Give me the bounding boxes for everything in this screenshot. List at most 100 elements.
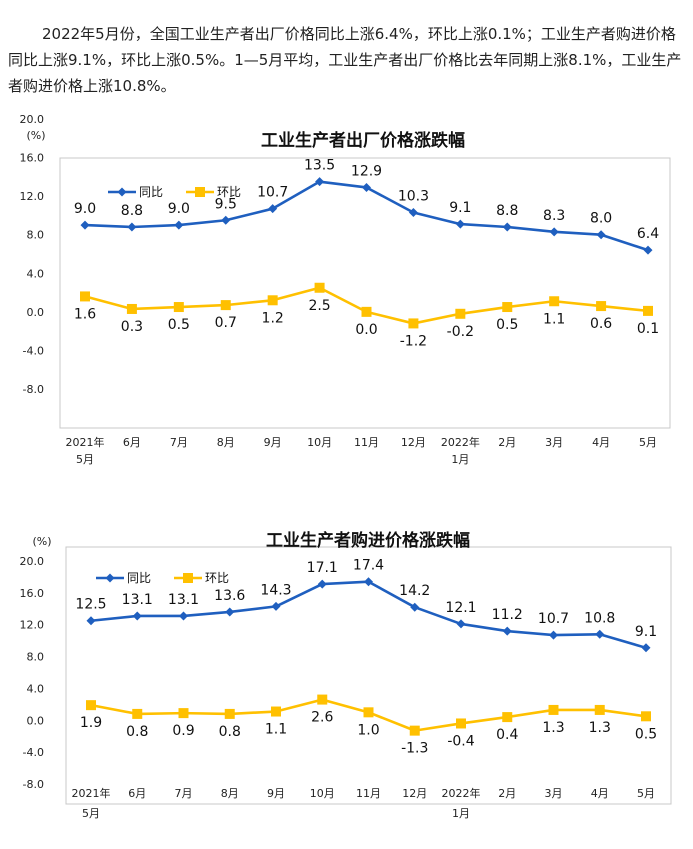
data-point-mom (409, 725, 420, 736)
data-label-mom: 1.1 (265, 722, 287, 738)
chart-purchase-price-svg: 工业生产者购进价格涨跌幅 (%) 20.0 16.0 12.0 8.0 4.0 0.0 -4.0… (20, 530, 672, 820)
data-label-mom: 0.7 (215, 315, 237, 331)
data-point-mom (314, 282, 325, 293)
data-point-mom (317, 694, 328, 705)
y-axis-unit: (%) (32, 535, 51, 548)
data-label-yoy: 12.5 (75, 597, 106, 613)
data-point-yoy (596, 230, 606, 240)
data-label-yoy: 10.8 (584, 610, 615, 626)
data-point-mom (594, 704, 605, 715)
legend-marker-mom (183, 573, 193, 583)
data-point-yoy (456, 619, 466, 629)
data-point-yoy (268, 204, 278, 214)
data-point-yoy (221, 215, 231, 225)
data-label-mom: -0.2 (447, 324, 474, 340)
x-tick-label: 4月 (591, 787, 609, 800)
data-point-mom (80, 291, 90, 302)
x-tick-label: 11月 (356, 787, 381, 800)
x-tick-label: 3月 (545, 436, 563, 449)
data-label-mom: 0.5 (635, 726, 657, 742)
y-tick-label: -4.0 (23, 746, 44, 759)
data-point-mom (548, 704, 559, 715)
x-tick-label: 12月 (402, 787, 427, 800)
data-label-mom: 2.5 (308, 298, 330, 314)
data-label-yoy: 10.3 (398, 189, 429, 205)
x-tick-label: 3月 (545, 787, 563, 800)
x-tick-label: 5月 (637, 787, 655, 800)
data-label-yoy: 9.0 (168, 201, 190, 217)
y-tick-label: -8.0 (23, 778, 44, 791)
data-label-mom: 1.2 (262, 310, 284, 326)
data-label-yoy: 9.5 (215, 196, 237, 212)
plot-area (65, 546, 672, 805)
data-point-mom (363, 707, 374, 718)
data-label-yoy: 8.8 (121, 203, 143, 219)
y-tick-label: 4.0 (27, 267, 45, 280)
data-point-yoy (641, 643, 651, 653)
data-label-mom: 0.1 (637, 321, 659, 337)
data-point-yoy (315, 177, 325, 187)
data-point-mom (178, 708, 189, 719)
y-tick-label: -8.0 (23, 383, 44, 396)
data-label-mom: 0.4 (496, 727, 518, 743)
data-point-yoy (127, 222, 137, 232)
data-point-mom (220, 300, 231, 311)
data-label-mom: 1.0 (357, 722, 379, 738)
data-point-mom (641, 711, 651, 722)
data-label-mom: 0.0 (355, 322, 377, 338)
data-label-yoy: 13.6 (214, 588, 245, 604)
data-point-yoy (179, 611, 188, 621)
data-label-yoy: 12.9 (351, 163, 382, 179)
data-point-yoy (86, 616, 96, 626)
data-label-yoy: 9.1 (635, 624, 657, 640)
y-tick-label: 16.0 (20, 587, 45, 600)
data-label-yoy: 13.5 (304, 158, 335, 174)
data-point-mom (502, 302, 513, 313)
intro-paragraph: 2022年5月份，全国工业生产者出厂价格同比上涨6.4%，环比上涨0.1%；工业… (8, 25, 682, 95)
x-tick-label: 2022年 1月 (441, 435, 480, 466)
data-point-yoy (408, 208, 418, 218)
x-tick-label: 7月 (170, 436, 188, 449)
data-point-mom (132, 708, 143, 719)
data-label-mom: 0.6 (590, 316, 612, 332)
legend-label-mom: 环比 (217, 185, 241, 199)
data-point-mom (596, 301, 607, 312)
x-tick-label: 9月 (267, 787, 285, 800)
data-label-mom: -1.3 (401, 741, 428, 757)
data-label-mom: 1.9 (80, 715, 102, 731)
legend-label-yoy: 同比 (127, 571, 151, 585)
data-point-mom (224, 708, 235, 719)
y-tick-label: 16.0 (20, 152, 45, 165)
x-tick-label: 10月 (310, 787, 335, 800)
chart-ex-factory-price: 工业生产者出厂价格涨跌幅 (%) 20.0 16.0 12.0 8.0 4.0 0.0 -4.0… (0, 110, 693, 470)
data-point-yoy (595, 629, 605, 639)
data-label-mom: 1.3 (589, 720, 611, 736)
data-point-yoy (502, 626, 512, 636)
data-label-yoy: 11.2 (492, 607, 523, 623)
data-label-yoy: 12.1 (445, 600, 476, 616)
legend-marker-mom (195, 187, 205, 197)
data-label-yoy: 13.1 (168, 592, 199, 608)
x-tick-label: 2月 (498, 436, 516, 449)
data-point-yoy (643, 245, 653, 255)
data-point-yoy (225, 607, 235, 617)
data-label-yoy: 13.1 (122, 592, 153, 608)
data-label-yoy: 17.4 (353, 558, 384, 574)
y-tick-label: 8.0 (27, 651, 45, 664)
x-tick-label: 8月 (217, 436, 235, 449)
x-tick-label: 11月 (354, 436, 379, 449)
chart-title: 工业生产者购进价格涨跌幅 (266, 530, 470, 551)
data-point-yoy (271, 601, 281, 611)
data-label-mom: 1.6 (74, 306, 96, 322)
data-point-yoy (455, 219, 465, 229)
data-point-yoy (362, 182, 371, 192)
data-label-mom: 0.3 (121, 319, 143, 335)
data-point-mom (408, 318, 419, 329)
x-tick-label: 4月 (592, 436, 610, 449)
data-label-mom: 0.8 (219, 724, 241, 740)
data-point-yoy (549, 630, 558, 640)
data-point-mom (267, 295, 278, 306)
data-label-yoy: 8.3 (543, 208, 565, 224)
data-label-mom: 0.9 (172, 723, 194, 739)
data-point-mom (643, 305, 653, 316)
